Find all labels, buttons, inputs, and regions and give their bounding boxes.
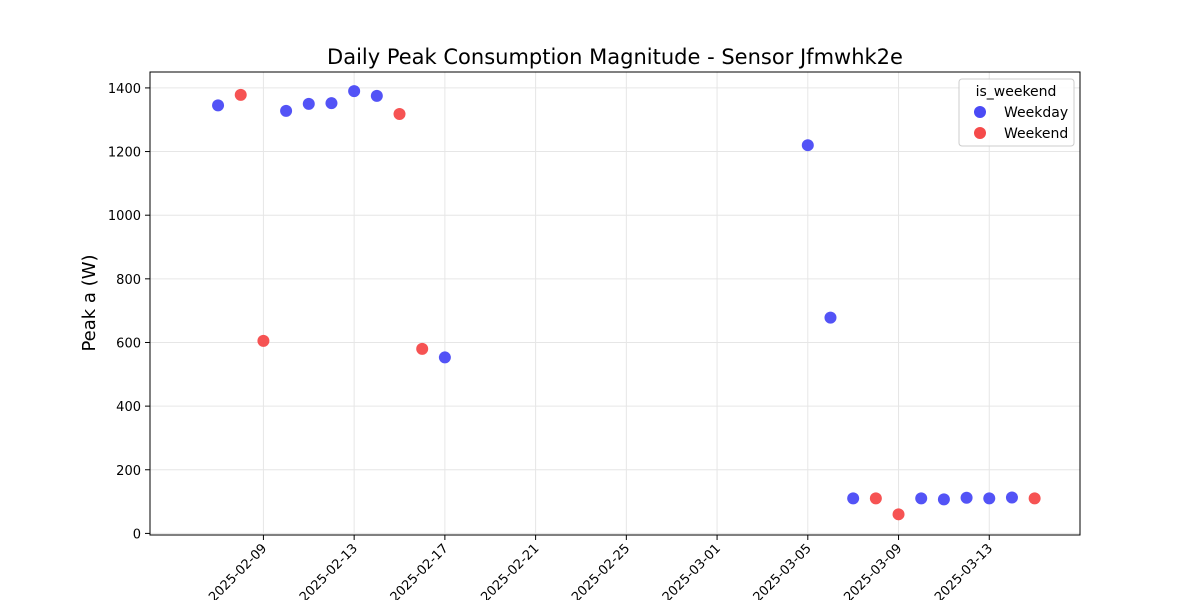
x-tick-label: 2025-02-25 <box>569 541 633 600</box>
data-points <box>212 85 1041 521</box>
y-tick-label: 1000 <box>108 209 141 224</box>
data-point-weekday <box>824 311 837 324</box>
y-tick-label: 400 <box>116 400 141 415</box>
data-point-weekend <box>234 88 247 101</box>
data-point-weekday <box>302 97 315 110</box>
x-tick-label: 2025-03-01 <box>660 541 724 600</box>
x-tick-label: 2025-02-13 <box>297 541 361 600</box>
x-tick-label: 2025-02-17 <box>388 541 452 600</box>
plot-frame <box>149 71 1081 536</box>
legend: is_weekend Weekday Weekend <box>958 78 1075 147</box>
y-tick-label: 600 <box>116 336 141 351</box>
data-point-weekday <box>1005 491 1018 504</box>
y-tick-label: 1200 <box>108 146 141 161</box>
x-tick-label: 2025-03-05 <box>751 541 815 600</box>
y-tick-label: 200 <box>116 464 141 479</box>
data-point-weekday <box>960 491 973 504</box>
y-tick-label: 0 <box>133 527 141 542</box>
data-point-weekend <box>869 492 882 505</box>
legend-marker-weekend <box>974 127 986 139</box>
data-point-weekend <box>892 508 905 521</box>
legend-title: is_weekend <box>976 84 1057 100</box>
data-point-weekday <box>915 492 928 505</box>
data-point-weekend <box>416 342 429 355</box>
data-point-weekday <box>937 493 950 506</box>
legend-marker-weekday <box>974 106 986 118</box>
data-point-weekday <box>348 85 361 98</box>
legend-box <box>958 78 1075 147</box>
data-point-weekend <box>257 334 270 347</box>
data-point-weekday <box>438 351 451 364</box>
legend-label-weekend: Weekend <box>1004 126 1068 142</box>
data-point-weekday <box>370 89 383 102</box>
data-point-weekday <box>847 492 860 505</box>
grid <box>150 72 1080 535</box>
y-tick-label: 800 <box>116 273 141 288</box>
data-point-weekday <box>280 104 293 117</box>
data-point-weekend <box>393 108 406 121</box>
chart-title: Daily Peak Consumption Magnitude - Senso… <box>327 45 903 69</box>
x-tick-label: 2025-02-21 <box>478 541 542 600</box>
data-point-weekday <box>801 139 814 152</box>
data-point-weekday <box>325 97 338 110</box>
x-tick-label: 2025-03-13 <box>932 541 996 600</box>
x-tick-label: 2025-02-09 <box>206 541 270 600</box>
y-axis-title: Peak a (W) <box>79 254 100 351</box>
data-point-weekday <box>983 492 996 505</box>
x-tick-label: 2025-03-09 <box>841 541 905 600</box>
data-point-weekend <box>1028 492 1041 505</box>
y-tick-label: 1400 <box>108 82 141 97</box>
legend-label-weekday: Weekday <box>1004 105 1068 121</box>
data-point-weekday <box>212 99 225 112</box>
